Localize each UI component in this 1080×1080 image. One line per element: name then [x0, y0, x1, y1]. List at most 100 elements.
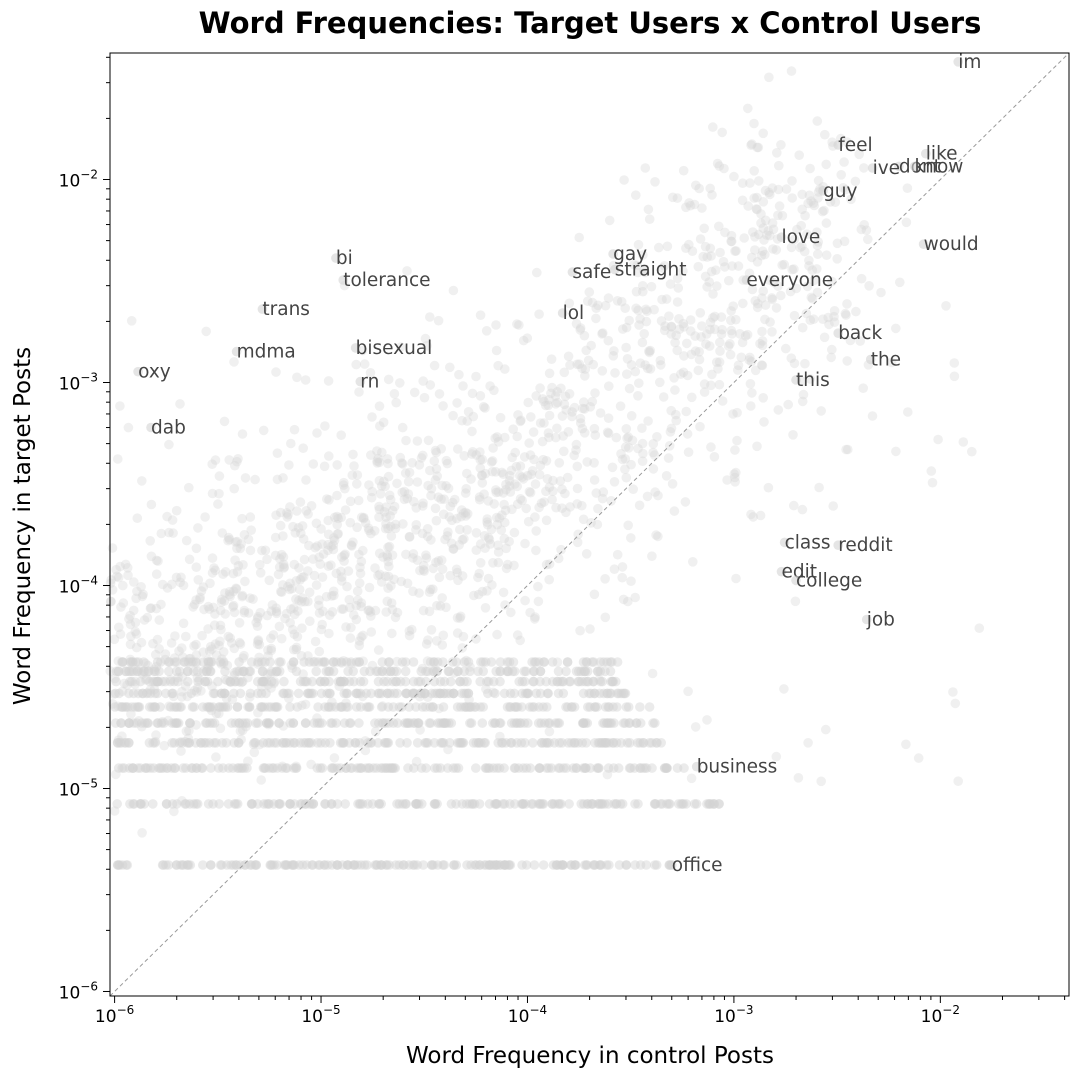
data-point — [215, 636, 225, 647]
data-point — [281, 860, 291, 870]
data-point — [430, 763, 440, 773]
data-point — [481, 326, 492, 336]
data-point — [435, 718, 445, 728]
data-point — [767, 293, 777, 303]
data-point — [116, 702, 126, 712]
word-label-edit: edit — [782, 562, 818, 583]
data-point — [389, 501, 400, 512]
data-point — [529, 614, 540, 624]
data-point — [512, 481, 522, 492]
data-point — [765, 189, 775, 200]
data-point — [554, 799, 565, 809]
data-point — [335, 738, 346, 748]
data-point — [633, 267, 643, 278]
data-point — [581, 763, 591, 773]
data-point — [709, 452, 720, 462]
data-point — [372, 860, 382, 870]
data-point — [351, 359, 362, 370]
data-point — [327, 860, 337, 870]
data-point — [127, 763, 138, 773]
data-point — [363, 763, 374, 773]
data-point — [548, 475, 558, 486]
data-point — [110, 718, 121, 728]
data-point — [387, 505, 398, 516]
data-point — [284, 693, 294, 704]
data-point — [777, 260, 787, 270]
data-point — [797, 396, 808, 407]
data-point — [209, 563, 219, 573]
data-point — [561, 405, 571, 415]
data-point — [333, 513, 344, 524]
data-point — [265, 669, 276, 679]
data-point — [519, 666, 529, 677]
data-point — [825, 197, 836, 207]
data-point — [272, 474, 283, 485]
data-point — [356, 512, 367, 523]
data-point — [366, 738, 377, 748]
data-point — [441, 602, 451, 613]
data-point — [856, 224, 867, 235]
data-point — [460, 507, 471, 518]
data-point — [635, 738, 645, 748]
data-point — [768, 244, 778, 254]
data-point — [232, 799, 243, 809]
data-point — [271, 510, 281, 520]
data-point — [575, 413, 586, 424]
data-point — [805, 163, 815, 174]
data-point — [490, 799, 500, 809]
data-point — [797, 322, 808, 333]
data-point — [525, 607, 535, 618]
data-point — [324, 495, 334, 505]
data-point — [544, 410, 555, 421]
data-point — [376, 763, 386, 773]
data-point — [657, 799, 668, 809]
data-point — [500, 505, 511, 516]
data-point — [758, 197, 769, 207]
data-point — [438, 702, 449, 712]
data-point — [414, 718, 424, 728]
data-point — [471, 545, 482, 555]
data-point — [171, 666, 182, 677]
data-point — [226, 860, 236, 870]
data-point — [457, 535, 468, 545]
data-point — [832, 253, 842, 264]
data-point — [357, 799, 368, 809]
data-point — [452, 738, 463, 748]
data-point — [156, 657, 166, 667]
data-point — [257, 681, 267, 692]
data-point — [578, 403, 588, 414]
data-point — [153, 676, 163, 687]
data-point — [475, 860, 485, 870]
data-point — [200, 676, 210, 687]
data-point — [185, 860, 196, 870]
data-point — [487, 466, 498, 477]
data-point — [132, 586, 142, 597]
data-point — [211, 738, 221, 748]
data-point — [578, 666, 589, 677]
data-point — [488, 687, 499, 698]
data-point — [445, 676, 456, 687]
data-point — [130, 626, 141, 637]
data-point — [492, 763, 502, 773]
data-point — [448, 544, 459, 554]
data-point — [452, 702, 463, 712]
data-point — [581, 345, 591, 356]
data-point — [530, 479, 541, 489]
data-point — [479, 531, 490, 541]
data-point — [672, 345, 682, 356]
data-point — [620, 442, 631, 452]
data-point — [365, 738, 376, 748]
data-point — [901, 217, 912, 228]
data-point — [182, 860, 192, 870]
data-point — [624, 315, 634, 326]
data-point — [323, 539, 333, 550]
data-point — [269, 860, 279, 870]
data-point — [106, 596, 116, 607]
data-point — [380, 571, 391, 581]
data-point — [746, 140, 756, 150]
data-point — [177, 672, 187, 682]
data-point — [438, 860, 448, 870]
data-point — [143, 666, 154, 677]
data-point — [571, 445, 581, 455]
data-point — [282, 508, 292, 518]
